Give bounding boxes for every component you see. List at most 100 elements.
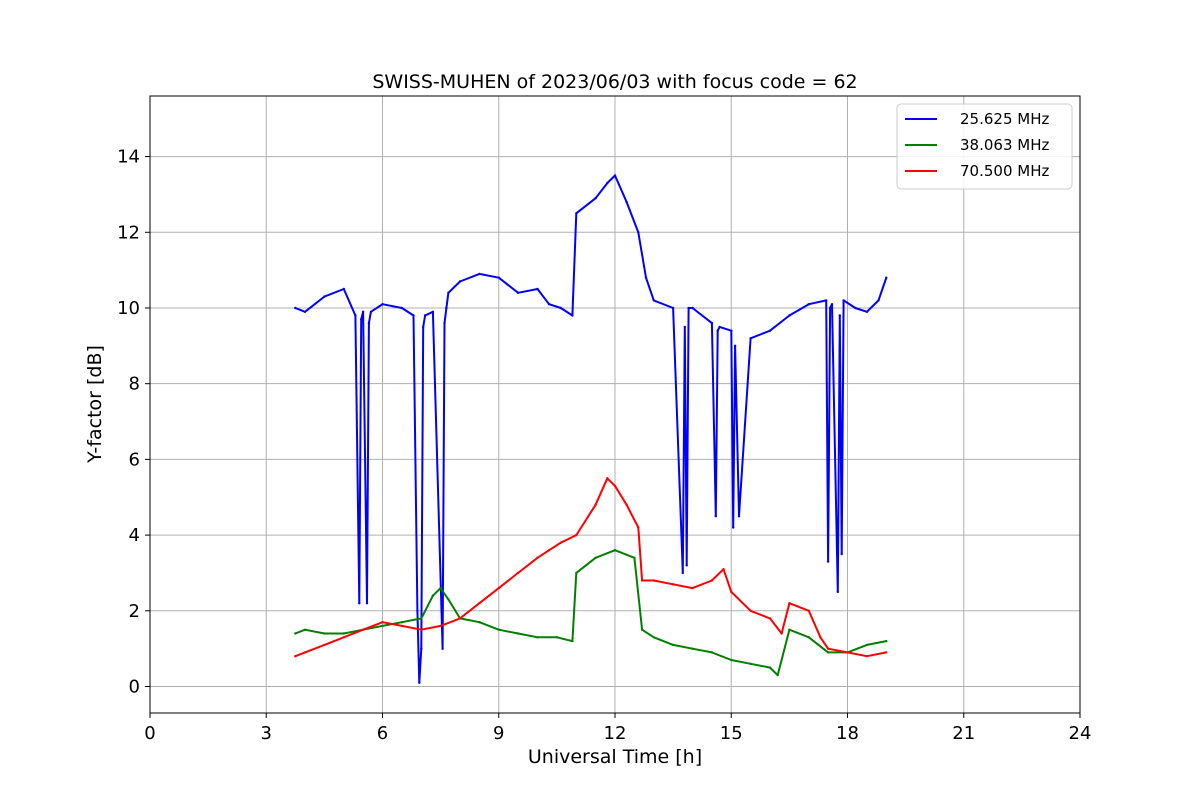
data-point-38-063-mhz [439,586,442,590]
y-tick-label: 8 [129,374,140,395]
y-tick-label: 4 [129,525,140,546]
data-point-38-063-mhz [594,556,597,559]
y-axis: 0 2 4 6 8 10 12 14 [117,147,150,698]
data-point-38-063-mhz [447,598,450,601]
series-line-38-063-mhz [294,549,887,677]
data-point-25-625-mhz [360,318,363,321]
data-point-70-500-mhz [885,651,888,654]
data-point-25-625-mhz [536,287,539,291]
data-point-25-625-mhz [431,310,435,313]
data-point-25-625-mhz [768,329,772,332]
data-point-70-500-mhz [637,526,640,529]
legend: 25.625 MHz 38.063 MHz 70.500 MHz [896,103,1073,190]
chart-title: SWISS-MUHEN of 2023/06/03 with focus cod… [372,71,857,93]
y-tick-label: 6 [129,449,140,470]
data-point-25-625-mhz [749,337,752,340]
x-tick-label: 21 [952,723,975,744]
data-point-38-063-mhz [671,643,675,647]
data-point-25-625-mhz [354,314,357,317]
data-point-70-500-mhz [613,484,617,488]
data-point-25-625-mhz [594,197,597,200]
data-point-70-500-mhz [625,503,628,506]
data-point-38-063-mhz [710,651,714,654]
data-point-70-500-mhz [536,556,539,559]
data-point-70-500-mhz [606,477,609,480]
data-point-25-625-mhz [637,231,640,234]
data-point-25-625-mhz [652,299,655,302]
data-point-70-500-mhz [788,602,791,605]
data-point-70-500-mhz [819,636,822,639]
data-point-70-500-mhz [439,624,442,628]
data-point-25-625-mhz [303,310,307,313]
data-point-38-063-mhz [536,636,539,639]
data-point-25-625-mhz [418,681,421,684]
data-point-38-063-mhz [768,666,772,669]
legend-label-25-625: 25.625 MHz [960,110,1049,128]
data-point-70-500-mhz [594,503,597,506]
y-axis-label: Y-factor [dB] [84,345,106,464]
data-point-70-500-mhz [323,643,326,647]
data-point-25-625-mhz [687,306,690,310]
data-point-25-625-mhz [840,552,843,556]
data-point-38-063-mhz [303,628,307,631]
data-point-70-500-mhz [652,579,655,582]
data-point-25-625-mhz [644,276,648,279]
data-point-25-625-mhz [730,329,733,332]
legend-label-38-063: 38.063 MHz [960,136,1049,154]
y-tick-label: 10 [117,298,140,319]
data-point-70-500-mhz [865,655,869,658]
data-point-70-500-mhz [575,533,578,537]
data-point-25-625-mhz [423,314,427,317]
data-point-38-063-mhz [633,556,636,559]
data-point-70-500-mhz [730,590,733,594]
data-point-25-625-mhz [685,564,688,567]
data-point-70-500-mhz [846,651,849,654]
data-point-38-063-mhz [865,643,869,647]
x-axis: 0 3 6 9 12 15 18 21 24 [144,713,1091,744]
data-point-38-063-mhz [571,639,574,643]
data-point-25-625-mhz [825,299,828,302]
data-point-25-625-mhz [443,321,446,325]
data-point-38-063-mhz [807,636,810,639]
data-point-25-625-mhz [877,299,880,302]
data-point-25-625-mhz [671,306,675,310]
data-point-38-063-mhz [691,647,694,650]
data-point-38-063-mhz [420,617,423,620]
data-point-38-063-mhz [381,624,384,628]
data-point-38-063-mhz [478,621,481,624]
x-tick-label: 6 [377,723,388,744]
data-point-25-625-mhz [420,647,423,650]
data-point-25-625-mhz [733,344,737,347]
data-point-25-625-mhz [478,272,481,276]
data-point-70-500-mhz [294,655,297,658]
data-point-38-063-mhz [342,632,345,635]
data-point-25-625-mhz [718,325,721,329]
data-point-25-625-mhz [294,306,297,310]
data-point-70-500-mhz [478,602,481,605]
data-point-70-500-mhz [420,628,423,631]
data-point-25-625-mhz [447,291,450,294]
data-point-25-625-mhz [422,325,425,329]
data-point-70-500-mhz [640,579,644,582]
x-tick-label: 12 [604,723,627,744]
data-point-25-625-mhz [828,306,832,310]
data-point-38-063-mhz [652,636,655,639]
x-axis-label: Universal Time [h] [528,746,702,768]
data-point-38-063-mhz [885,639,888,643]
series-line-25-625-mhz [294,174,888,684]
data-point-25-625-mhz [714,515,717,518]
data-point-25-625-mhz [367,321,371,325]
data-point-25-625-mhz [342,287,345,291]
data-point-38-063-mhz [323,632,326,635]
data-point-25-625-mhz [830,303,834,306]
data-point-25-625-mhz [358,602,361,605]
x-tick-label: 15 [720,723,743,744]
data-point-25-625-mhz [625,200,628,204]
y-tick-label: 2 [129,601,140,622]
y-tick-label: 14 [117,147,140,168]
data-point-38-063-mhz [749,662,752,665]
data-point-25-625-mhz [865,310,869,313]
series-line-70-500-mhz [294,477,887,658]
data-point-38-063-mhz [776,673,779,677]
